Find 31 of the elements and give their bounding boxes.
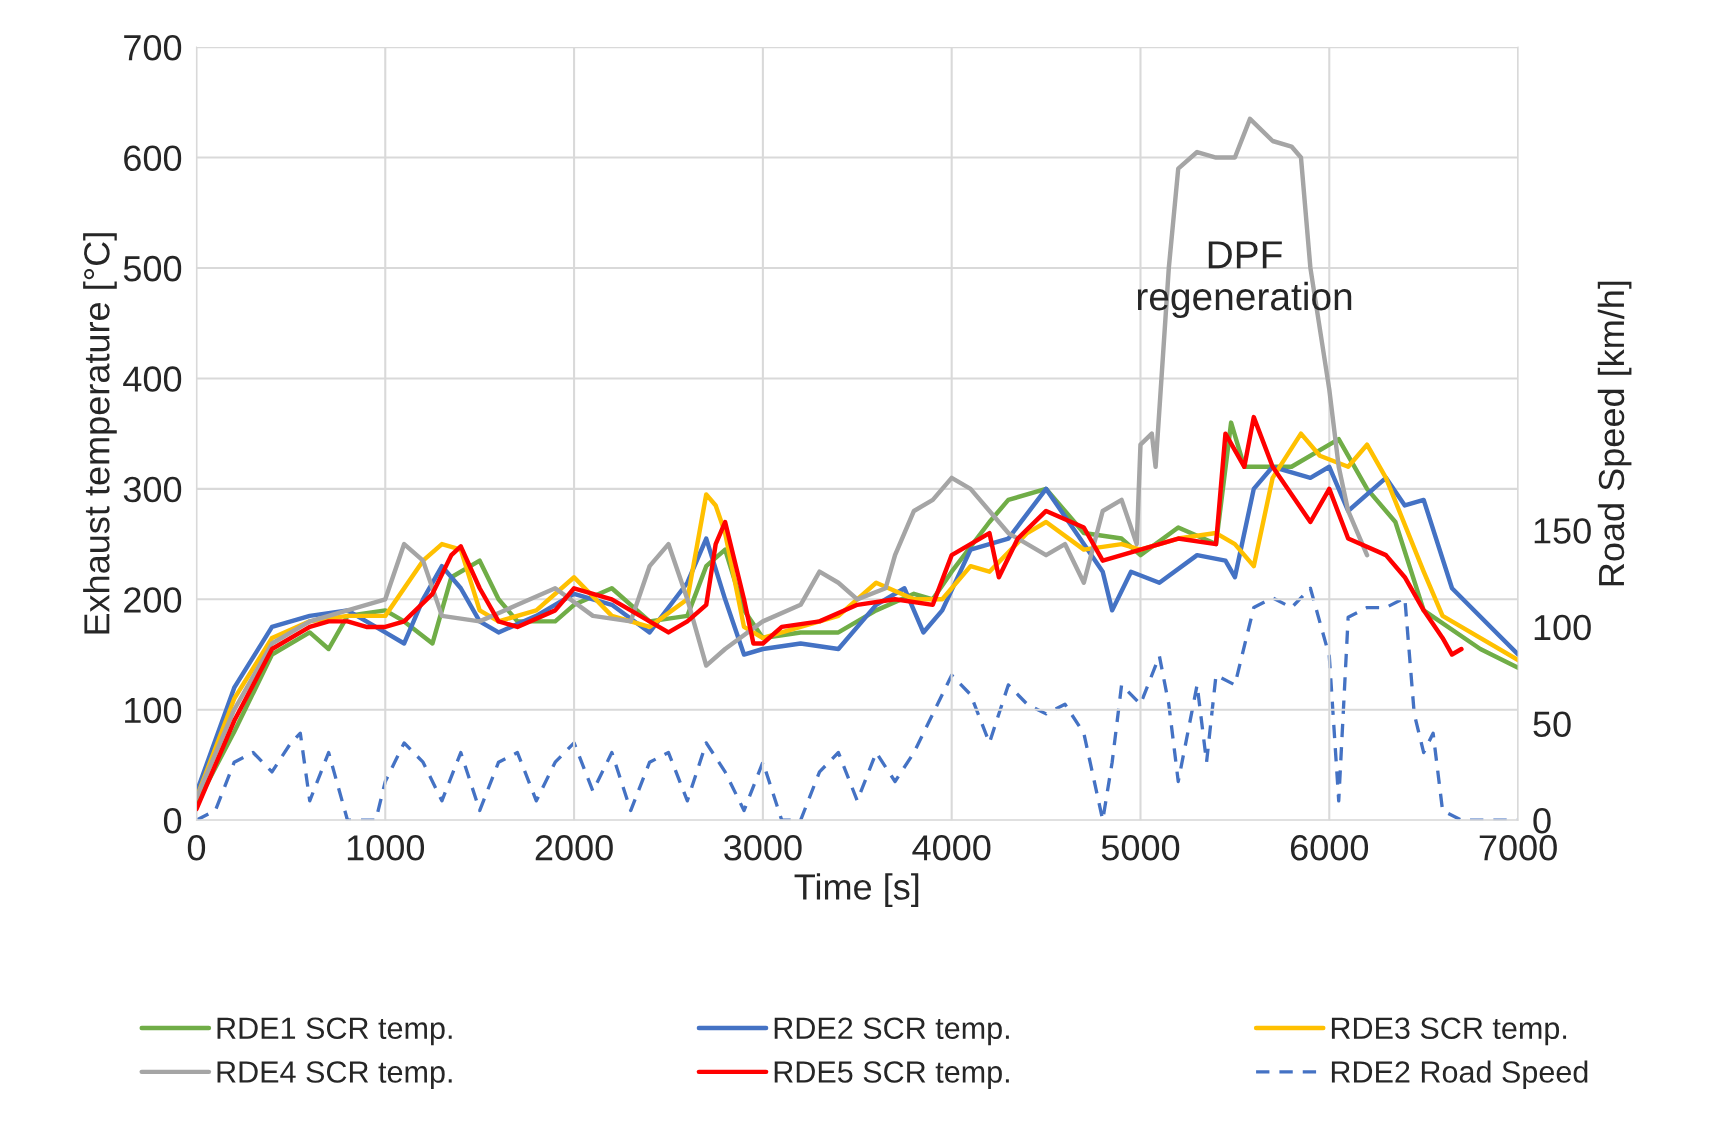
y-tick-label: 100 <box>125 697 182 724</box>
y-tick-label: 700 <box>124 34 182 61</box>
x-axis-title: Time [s] <box>794 873 919 907</box>
legend-label: RDE2 SCR temp. <box>774 1017 1009 1046</box>
x-tick-label: 7000 <box>1479 835 1557 861</box>
legend-label: RDE3 SCR temp. <box>1331 1017 1567 1046</box>
x-tick-label: 5000 <box>1101 835 1180 861</box>
x-tick-label: 6000 <box>1290 835 1369 861</box>
annotation: DPF regeneration <box>1137 241 1352 319</box>
y2-tick-label: 50 <box>1533 711 1571 737</box>
x-tick-label: 0 <box>187 835 206 861</box>
x-tick-label: 4000 <box>912 835 991 861</box>
legend-label: RDE5 SCR temp. <box>774 1061 1009 1089</box>
x-tick-label: 2000 <box>535 835 613 861</box>
y-tick-label: 0 <box>163 808 182 834</box>
y-tick-label: 200 <box>124 587 182 613</box>
legend-label: RDE1 SCR temp. <box>217 1017 452 1046</box>
line-series <box>196 116 1370 801</box>
x-tick-label: 1000 <box>347 835 425 861</box>
y-tick-label: 300 <box>123 476 182 503</box>
legend-label: RDE2 Road Speed <box>1331 1060 1588 1089</box>
legend-label: RDE4 SCR temp. <box>217 1061 452 1089</box>
y-axis-title: Exhaust temperature [°C] <box>83 233 117 634</box>
x-tick-label: 3000 <box>724 835 802 861</box>
y2-tick-label: 0 <box>1533 808 1551 834</box>
y2-axis-title: Road Speed [km/h] <box>1597 281 1632 586</box>
y-tick-label: 500 <box>123 255 182 282</box>
y-tick-label: 400 <box>123 366 182 392</box>
y2-tick-label: 150 <box>1534 518 1591 544</box>
y-tick-label: 600 <box>124 145 182 171</box>
y2-tick-label: 100 <box>1534 614 1591 641</box>
